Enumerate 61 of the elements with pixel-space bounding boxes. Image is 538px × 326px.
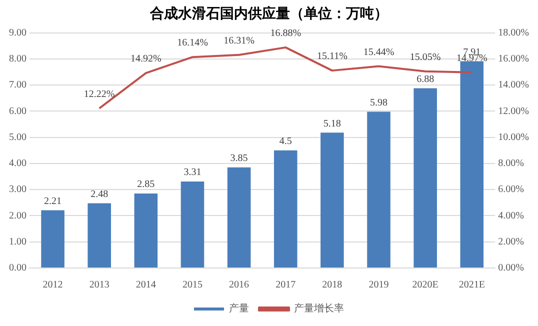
data-label: 14.92% — [130, 54, 162, 65]
bar — [88, 203, 111, 268]
bar — [367, 112, 390, 268]
y2-tick-label: 18.00% — [498, 27, 530, 38]
x-tick-label: 2017 — [276, 280, 296, 291]
bar — [134, 194, 158, 268]
y2-tick-label: 4.00% — [498, 210, 524, 222]
data-label: 5.18 — [323, 118, 341, 130]
legend-label: 产量 — [229, 302, 249, 315]
y-tick-label: 2.00 — [9, 210, 26, 222]
data-label: 2.85 — [137, 179, 155, 190]
x-tick-label: 2016 — [229, 280, 250, 291]
bar — [414, 88, 437, 268]
data-label: 2.48 — [90, 188, 108, 200]
bar — [274, 150, 298, 268]
legend-label: 产量增长率 — [294, 302, 344, 315]
data-label: 3.85 — [230, 153, 248, 164]
y2-tick-label: 6.00% — [498, 184, 524, 196]
data-label: 16.14% — [177, 38, 208, 49]
y2-tick-label: 0.00% — [498, 262, 524, 274]
data-label: 14.97% — [456, 53, 488, 64]
bar — [320, 132, 344, 268]
data-label: 4.5 — [279, 136, 292, 148]
data-label: 15.11% — [316, 51, 348, 62]
data-label: 16.31% — [224, 36, 254, 47]
y-tick-label: 5.00 — [9, 132, 26, 143]
x-tick-label: 2013 — [89, 280, 110, 291]
x-tick-label: 2018 — [322, 280, 342, 291]
y-tick-label: 1.00 — [9, 236, 26, 248]
data-label: 5.98 — [370, 97, 388, 108]
bar — [460, 61, 484, 268]
chart-title: 合成水滑石国内供应量（单位：万吨） — [149, 5, 388, 22]
x-tick-label: 2015 — [182, 280, 202, 291]
y2-tick-label: 10.00% — [498, 132, 530, 143]
x-tick-label: 2019 — [368, 280, 389, 291]
x-tick-label: 2012 — [42, 280, 63, 291]
data-label: 3.31 — [184, 167, 202, 178]
y-tick-label: 8.00 — [9, 54, 26, 65]
y2-tick-label: 12.00% — [498, 106, 530, 117]
y-tick-label: 4.00 — [9, 158, 26, 170]
y2-tick-label: 14.00% — [498, 80, 530, 91]
y2-tick-label: 16.00% — [498, 54, 530, 65]
y-tick-label: 9.00 — [9, 27, 26, 38]
x-tick-label: 2021E — [458, 280, 485, 291]
y-tick-label: 0.00 — [9, 262, 26, 274]
x-tick-label: 2020E — [412, 280, 438, 291]
y-tick-label: 6.00 — [9, 106, 26, 117]
y-tick-label: 3.00 — [9, 184, 26, 196]
data-label: 2.21 — [44, 196, 62, 207]
y2-tick-label: 8.00% — [498, 158, 524, 170]
bar — [180, 182, 204, 268]
data-label: 15.44% — [363, 46, 394, 58]
y2-tick-label: 2.00% — [498, 236, 524, 248]
data-label: 6.88 — [416, 74, 434, 85]
data-label: 16.88% — [270, 28, 302, 40]
data-label: 15.05% — [410, 52, 441, 63]
x-tick-label: 2014 — [136, 280, 156, 291]
bar — [41, 210, 64, 268]
data-label: 12.22% — [84, 88, 115, 100]
y-tick-label: 7.00 — [9, 80, 26, 91]
bar — [227, 167, 251, 268]
